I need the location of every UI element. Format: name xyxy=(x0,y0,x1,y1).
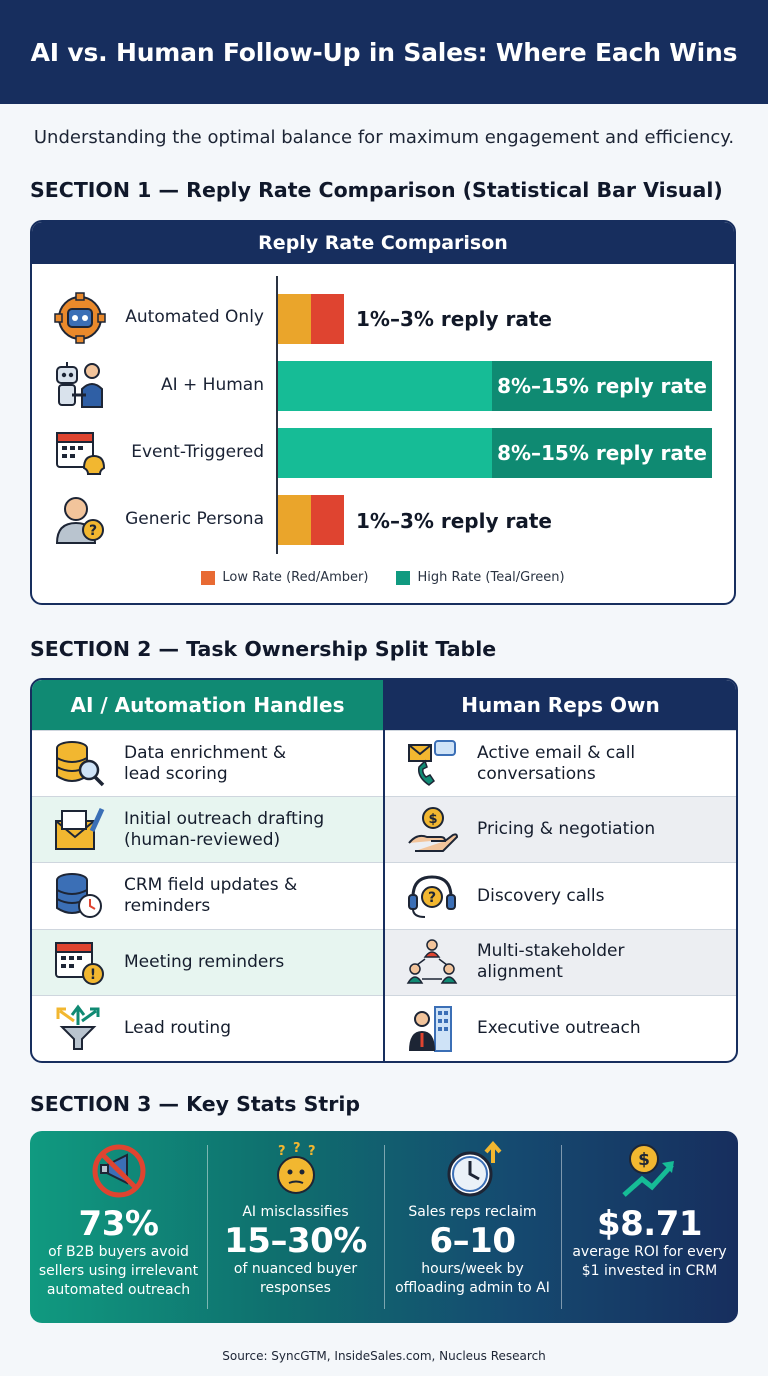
task-text: Data enrichment & lead scoring xyxy=(124,742,287,784)
person-question-icon: ? xyxy=(55,497,104,544)
svg-text:?: ? xyxy=(89,523,97,539)
page-subtitle: Understanding the optimal balance for ma… xyxy=(33,127,735,148)
key-stats-strip: 73% of B2B buyers avoid sellers using ir… xyxy=(30,1131,738,1323)
row-label-generic-persona: Generic Persona xyxy=(125,509,264,529)
executive-building-icon xyxy=(409,1006,452,1053)
row-label-automated: Automated Only xyxy=(125,307,264,327)
task-text: Pricing & negotiation xyxy=(477,819,656,840)
calendar-bell-icon xyxy=(56,432,106,475)
chart-axis xyxy=(276,276,278,554)
no-megaphone-icon xyxy=(92,1144,145,1198)
task-text: Active email & call conversations xyxy=(477,742,636,784)
stat-text: of nuanced buyer responses xyxy=(233,1261,358,1296)
ai-column-header: AI / Automation Handles xyxy=(32,680,383,730)
list-item: Active email & call conversations xyxy=(385,730,736,796)
stat-value: 6–10 xyxy=(429,1221,516,1261)
section-1-title: SECTION 1 — Reply Rate Comparison (Stati… xyxy=(30,178,723,202)
envelope-pen-icon xyxy=(55,807,105,850)
list-item: Initial outreach drafting (human-reviewe… xyxy=(32,796,383,863)
funnel-arrows-icon xyxy=(56,1004,100,1051)
list-item: CRM field updates & reminders xyxy=(32,862,383,928)
list-item: Lead routing xyxy=(32,994,383,1061)
svg-text:?: ? xyxy=(278,1144,286,1159)
bar-generic-persona xyxy=(278,495,344,545)
stat-value: 15–30% xyxy=(224,1221,367,1261)
task-text: Meeting reminders xyxy=(124,951,285,972)
list-item: Multi-stakeholder alignment xyxy=(385,928,736,995)
page-title: AI vs. Human Follow-Up in Sales: Where E… xyxy=(30,37,738,67)
thinking-face-icon: ? ? ? xyxy=(276,1141,316,1194)
task-text: CRM field updates & reminders xyxy=(124,875,298,916)
task-text: Executive outreach xyxy=(477,1017,641,1038)
svg-text:?: ? xyxy=(308,1144,316,1159)
chart-legend: Low Rate (Red/Amber) High Rate (Teal/Gre… xyxy=(32,570,734,585)
task-text: Discovery calls xyxy=(477,885,605,906)
database-search-icon xyxy=(56,740,105,786)
legend-item-high: High Rate (Teal/Green) xyxy=(396,570,565,585)
calendar-alert-icon: ! xyxy=(55,942,104,986)
bar-text-ai-human: 8%–15% reply rate xyxy=(492,361,712,411)
task-text: Lead routing xyxy=(124,1017,231,1038)
stat-pre: AI misclassifies xyxy=(242,1204,349,1220)
list-item: ! Meeting reminders xyxy=(32,928,383,995)
svg-text:!: ! xyxy=(90,967,96,983)
list-item: Data enrichment & lead scoring xyxy=(32,730,383,796)
bar-automated-only xyxy=(278,294,344,344)
svg-text:$: $ xyxy=(428,812,437,827)
stat-item: 73% of B2B buyers avoid sellers using ir… xyxy=(30,1131,207,1323)
bar-text-generic-persona: 1%–3% reply rate xyxy=(356,509,552,533)
stat-value: $8.71 xyxy=(596,1204,703,1244)
stat-text: of B2B buyers avoid sellers using irrele… xyxy=(38,1244,199,1298)
stat-item: Sales reps reclaim 6–10 hours/week by of… xyxy=(384,1131,561,1323)
reply-rate-card: Reply Rate Comparison Automated Only 1%–… xyxy=(30,220,736,605)
row-label-ai-human: AI + Human xyxy=(160,375,264,395)
page-header: AI vs. Human Follow-Up in Sales: Where E… xyxy=(0,0,768,104)
legend-item-low: Low Rate (Red/Amber) xyxy=(201,570,368,585)
source-citation: Source: SyncGTM, InsideSales.com, Nucleu… xyxy=(222,1349,546,1363)
clock-arrow-icon xyxy=(447,1141,502,1197)
stat-value: 73% xyxy=(78,1204,159,1244)
robot-gear-icon xyxy=(54,292,106,344)
section-2-title: SECTION 2 — Task Ownership Split Table xyxy=(30,637,497,661)
svg-text:?: ? xyxy=(293,1141,301,1156)
stat-item: $ $8.71 average ROI for every $1 investe… xyxy=(561,1131,738,1323)
hand-coin-icon: $ xyxy=(408,806,459,852)
list-item: $ Pricing & negotiation xyxy=(385,796,736,863)
task-text: Initial outreach drafting (human-reviewe… xyxy=(124,808,325,850)
reply-rate-chart: Automated Only 1%–3% reply rate AI + Hum… xyxy=(32,264,734,603)
database-clock-icon xyxy=(56,873,102,918)
svg-text:$: $ xyxy=(638,1150,650,1170)
list-item: ? Discovery calls xyxy=(385,862,736,928)
email-phone-icon xyxy=(408,739,456,786)
dollar-growth-icon: $ xyxy=(621,1144,674,1197)
bar-event-triggered: 8%–15% reply rate xyxy=(278,428,712,478)
reply-rate-card-title: Reply Rate Comparison xyxy=(32,222,734,264)
human-column: Human Reps Own Active email & call conve… xyxy=(385,680,736,1061)
stat-text: average ROI for every $1 invested in CRM xyxy=(572,1244,727,1279)
bar-ai-human: 8%–15% reply rate xyxy=(278,361,712,411)
people-network-icon xyxy=(406,939,458,984)
stat-text: hours/week by offloading admin to AI xyxy=(395,1261,550,1296)
robot-handshake-icon xyxy=(56,362,103,408)
stat-item: ? ? ? AI misclassifies 15–30% of nuanced… xyxy=(207,1131,384,1323)
headset-question-icon: ? xyxy=(408,875,456,918)
task-text: Multi-stakeholder alignment xyxy=(477,941,625,983)
bar-text-event-triggered: 8%–15% reply rate xyxy=(492,428,712,478)
section-3-title: SECTION 3 — Key Stats Strip xyxy=(30,1092,361,1116)
human-column-header: Human Reps Own xyxy=(385,680,736,730)
svg-text:?: ? xyxy=(428,890,436,906)
bar-text-automated: 1%–3% reply rate xyxy=(356,307,552,331)
row-label-event-triggered: Event-Triggered xyxy=(131,442,264,462)
list-item: Executive outreach xyxy=(385,994,736,1061)
task-ownership-table: AI / Automation Handles Data enrichment … xyxy=(30,678,738,1063)
stat-pre: Sales reps reclaim xyxy=(408,1204,537,1220)
ai-column: AI / Automation Handles Data enrichment … xyxy=(32,680,385,1061)
